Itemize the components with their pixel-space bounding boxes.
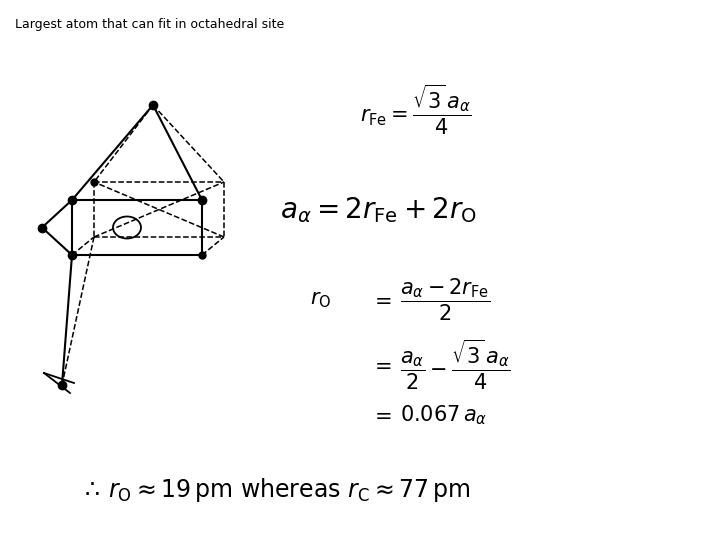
Text: $r_{\mathrm{Fe}} = \dfrac{\sqrt{3}\,a_{\alpha}}{4}$: $r_{\mathrm{Fe}} = \dfrac{\sqrt{3}\,a_{\… (360, 83, 472, 137)
Text: Largest atom that can fit in octahedral site: Largest atom that can fit in octahedral … (15, 18, 284, 31)
Text: $0.067\,a_{\alpha}$: $0.067\,a_{\alpha}$ (400, 403, 487, 427)
Text: $\dfrac{a_{\alpha} - 2r_{\mathrm{Fe}}}{2}$: $\dfrac{a_{\alpha} - 2r_{\mathrm{Fe}}}{2… (400, 277, 490, 323)
Text: $\therefore\, r_{\mathrm{O}} \approx 19\,\mathrm{pm}$$\ \mathrm{whereas}\ $$r_{\: $\therefore\, r_{\mathrm{O}} \approx 19\… (80, 476, 470, 504)
Text: $=$: $=$ (370, 355, 392, 375)
Text: $=$: $=$ (370, 290, 392, 310)
Text: $a_{\alpha} = 2r_{\mathrm{Fe}} + 2r_{\mathrm{O}}$: $a_{\alpha} = 2r_{\mathrm{Fe}} + 2r_{\ma… (280, 195, 477, 225)
Text: $r_{\mathrm{O}}$: $r_{\mathrm{O}}$ (310, 290, 331, 310)
Text: $\dfrac{a_{\alpha}}{2} - \dfrac{\sqrt{3}\,a_{\alpha}}{4}$: $\dfrac{a_{\alpha}}{2} - \dfrac{\sqrt{3}… (400, 338, 510, 392)
Text: $=$: $=$ (370, 405, 392, 425)
